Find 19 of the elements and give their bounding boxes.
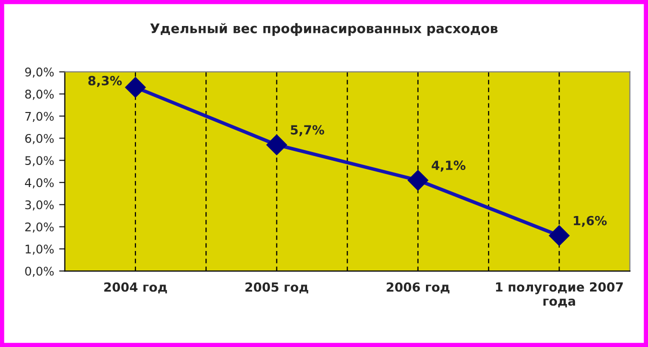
y-tick-label: 8,0% [25,90,54,100]
y-tick-label: 4,0% [24,178,54,188]
data-label: 5,7% [290,125,324,136]
y-tick-label: 0,0% [25,266,54,277]
y-tick-label: 5,0% [25,156,54,166]
x-tick-label: 2006 год [386,282,450,294]
data-label: 4,1% [432,160,466,172]
y-tick-label: 9,0% [25,68,54,78]
y-tick-label: 1,0% [26,244,54,255]
data-label: 8,3% [88,76,122,87]
chart-title: Удельный вес профинасированных расходов [150,23,498,36]
y-tick-label: 7,0% [25,112,54,122]
y-tick-label: 6,0% [25,134,54,144]
y-tick-label: 2,0% [25,222,54,233]
y-tick-label: 3,0% [25,200,54,210]
data-label: 1,6% [574,216,607,227]
x-tick-label: 2005 год [246,282,308,294]
x-tick-label: 1 полугодие 2007 года [496,282,623,308]
x-tick-label: 2004 год [104,282,167,294]
